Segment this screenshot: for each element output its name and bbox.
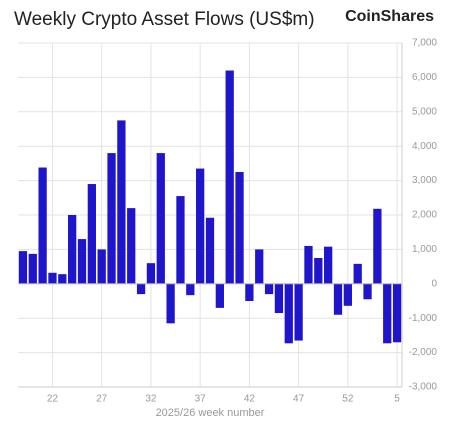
y-tick-label: 2,000 bbox=[412, 210, 437, 221]
bar bbox=[215, 283, 224, 308]
brand: CoinShares bbox=[345, 8, 434, 25]
x-tick-label: 47 bbox=[293, 394, 305, 405]
y-tick-label: 1,000 bbox=[412, 244, 437, 255]
bar bbox=[373, 208, 382, 284]
bar bbox=[58, 274, 67, 284]
bar bbox=[107, 153, 116, 284]
y-tick-label: 5,000 bbox=[412, 106, 437, 117]
bar bbox=[284, 283, 293, 344]
bar bbox=[343, 283, 352, 306]
bar bbox=[363, 283, 372, 300]
bar bbox=[48, 272, 57, 284]
y-tick-label: -2,000 bbox=[409, 347, 438, 358]
bar bbox=[68, 215, 77, 284]
chart-title: Weekly Crypto Asset Flows (US$m) bbox=[14, 9, 315, 30]
bar bbox=[127, 208, 136, 284]
bar bbox=[205, 217, 215, 284]
x-tick-label: 52 bbox=[342, 394, 354, 405]
y-tick-label: -1,000 bbox=[409, 313, 438, 324]
y-tick-label: 3,000 bbox=[412, 175, 437, 186]
x-tick-label: 5 bbox=[394, 394, 400, 405]
bar bbox=[225, 70, 234, 284]
x-tick-label: 37 bbox=[195, 394, 207, 405]
bar bbox=[28, 253, 37, 284]
bar bbox=[196, 168, 205, 284]
bar bbox=[274, 283, 284, 314]
bar bbox=[235, 172, 244, 284]
bar bbox=[146, 263, 156, 284]
bar bbox=[117, 120, 126, 284]
x-tick-label: 42 bbox=[244, 394, 256, 405]
y-tick-label: 0 bbox=[431, 278, 437, 289]
bar bbox=[324, 246, 333, 284]
bar bbox=[156, 153, 165, 284]
bar bbox=[383, 283, 392, 344]
y-tick-label: 6,000 bbox=[412, 72, 437, 83]
bar bbox=[255, 249, 264, 284]
bar bbox=[186, 283, 195, 296]
bar bbox=[245, 283, 254, 301]
x-axis-label: 2025/26 week number bbox=[156, 407, 265, 419]
bar bbox=[166, 283, 175, 324]
x-tick-label: 32 bbox=[145, 394, 157, 405]
bar bbox=[77, 239, 87, 284]
bar bbox=[264, 283, 274, 295]
bar bbox=[333, 283, 343, 315]
x-tick-label: 22 bbox=[47, 394, 59, 405]
bar bbox=[304, 245, 313, 284]
bar bbox=[294, 283, 303, 341]
bar bbox=[314, 258, 323, 284]
bar bbox=[87, 184, 96, 284]
bar bbox=[392, 283, 402, 343]
y-tick-label: 4,000 bbox=[412, 141, 437, 152]
bar bbox=[18, 251, 28, 284]
y-tick-label: -3,000 bbox=[409, 382, 438, 393]
bar bbox=[136, 283, 146, 295]
bar bbox=[353, 263, 362, 284]
bar bbox=[38, 167, 47, 284]
bar bbox=[176, 196, 185, 284]
y-tick-label: 7,000 bbox=[412, 38, 437, 49]
x-tick-label: 27 bbox=[96, 394, 108, 405]
bar bbox=[97, 249, 106, 284]
